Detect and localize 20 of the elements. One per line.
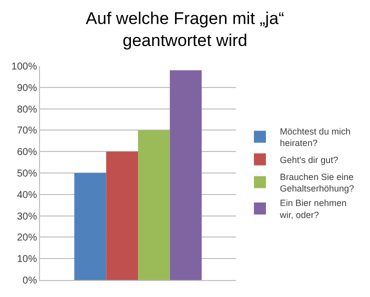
y-tick-label: 90%	[16, 82, 38, 94]
legend-label: Möchtest du mich heiraten?	[280, 126, 350, 148]
y-tick-label: 0%	[22, 276, 38, 286]
legend-label: Geht's dir gut?	[280, 154, 338, 165]
chart-title: Auf welche Fragen mit „ja“ geantwortet wird	[86, 8, 285, 50]
bar	[138, 130, 170, 280]
y-tick-label: 10%	[16, 254, 38, 266]
y-tick-label: 30%	[16, 211, 38, 222]
y-tick-label: 70%	[16, 126, 38, 137]
y-tick-label: 40%	[16, 190, 38, 201]
bar	[170, 70, 202, 280]
bar	[106, 152, 138, 280]
legend-label: Brauchen Sie eine Gehaltserhöhung?	[280, 172, 354, 194]
y-tick-label: 20%	[16, 232, 38, 244]
y-tick-label: 60%	[16, 147, 38, 158]
y-tick-label: 80%	[16, 104, 38, 116]
legend-label: Ein Bier nehmen wir, oder?	[278, 198, 346, 220]
y-tick-label: 50%	[16, 168, 38, 180]
y-tick-label: 100%	[11, 62, 38, 72]
bar	[74, 173, 106, 280]
